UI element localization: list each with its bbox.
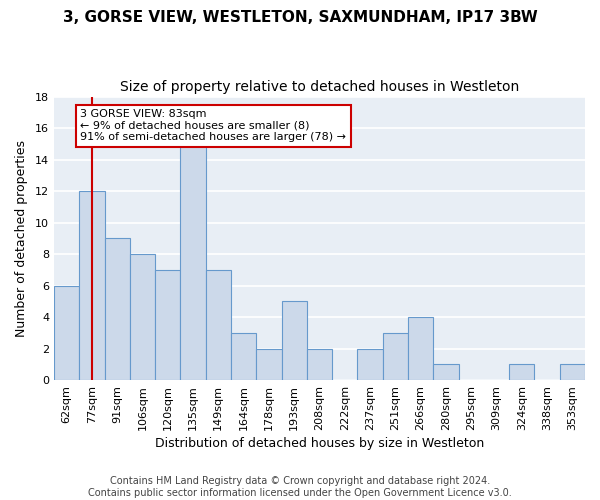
Bar (79, 191, 104, 380)
Bar (383, 333, 408, 380)
Bar (358, 348, 383, 380)
Bar (54, 286, 79, 380)
Text: Contains HM Land Registry data © Crown copyright and database right 2024.
Contai: Contains HM Land Registry data © Crown c… (88, 476, 512, 498)
Bar (231, 333, 256, 380)
Bar (256, 348, 281, 380)
Y-axis label: Number of detached properties: Number of detached properties (15, 140, 28, 337)
Bar (206, 270, 231, 380)
Text: 3, GORSE VIEW, WESTLETON, SAXMUNDHAM, IP17 3BW: 3, GORSE VIEW, WESTLETON, SAXMUNDHAM, IP… (62, 10, 538, 25)
Bar (281, 302, 307, 380)
Text: 3 GORSE VIEW: 83sqm
← 9% of detached houses are smaller (8)
91% of semi-detached: 3 GORSE VIEW: 83sqm ← 9% of detached hou… (80, 109, 346, 142)
Bar (155, 270, 181, 380)
Bar (408, 317, 433, 380)
Bar (104, 238, 130, 380)
Title: Size of property relative to detached houses in Westleton: Size of property relative to detached ho… (120, 80, 519, 94)
Bar (130, 254, 155, 380)
Bar (560, 364, 585, 380)
Bar (181, 144, 206, 380)
Bar (509, 364, 535, 380)
Bar (307, 348, 332, 380)
X-axis label: Distribution of detached houses by size in Westleton: Distribution of detached houses by size … (155, 437, 484, 450)
Bar (433, 364, 458, 380)
